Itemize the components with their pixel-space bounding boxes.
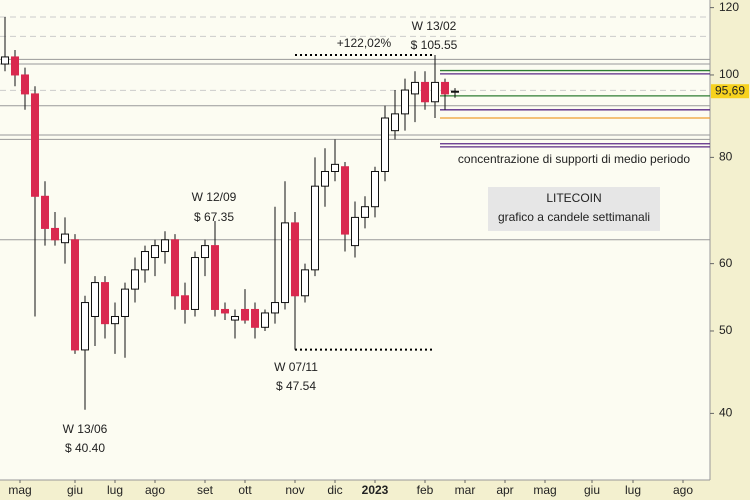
candle-body <box>271 302 279 314</box>
candle-body <box>351 216 359 247</box>
annotation: W 13/06 <box>63 422 108 436</box>
candle-body <box>401 89 409 115</box>
candle-body <box>141 251 149 271</box>
x-tick-label: giu <box>584 483 600 497</box>
annotation: $ 67.35 <box>194 210 234 224</box>
x-tick-label: ott <box>238 483 252 497</box>
x-tick-label: lug <box>107 483 123 497</box>
x-tick-label: dic <box>327 483 342 497</box>
candle-body <box>21 74 29 95</box>
x-tick-label: set <box>197 483 214 497</box>
candle-body <box>411 81 419 95</box>
candle-body <box>131 269 139 290</box>
candle-body <box>211 245 219 310</box>
candle-body <box>201 245 209 259</box>
annotation: +122,02% <box>337 36 392 50</box>
candle-body <box>331 163 339 172</box>
candle-body <box>231 315 239 321</box>
candle-body <box>431 81 439 103</box>
annotation: $ 47.54 <box>276 379 316 393</box>
y-tick-label: 100 <box>719 67 739 81</box>
x-tick-label: ago <box>673 483 693 497</box>
x-tick-label: apr <box>496 483 513 497</box>
annotation: W 13/02 <box>412 19 457 33</box>
candle-body <box>81 302 89 351</box>
candle-body <box>161 239 169 253</box>
candle-body <box>301 269 309 297</box>
candle-body <box>441 81 449 95</box>
y-tick-label: 40 <box>719 406 733 420</box>
x-tick-label: mag <box>533 483 556 497</box>
candle-body <box>381 117 389 172</box>
candle-body <box>421 81 429 103</box>
y-axis-panel <box>710 0 750 500</box>
x-tick-label: ago <box>145 483 165 497</box>
annotation: W 07/11 <box>274 360 318 374</box>
annotation: W 12/09 <box>192 190 237 204</box>
candle-body <box>61 233 69 244</box>
annotation: concentrazione di supporti di medio peri… <box>458 152 690 166</box>
candle-body <box>281 222 289 304</box>
candle-body <box>251 308 259 328</box>
candle-body <box>181 295 189 310</box>
candle-body <box>221 308 229 314</box>
candle-body <box>71 239 79 351</box>
annotation: $ 105.55 <box>411 38 458 52</box>
candle-body <box>451 90 459 93</box>
candle-body <box>1 56 9 65</box>
candle-body <box>11 56 19 76</box>
candle-body <box>31 93 39 197</box>
candle-body <box>51 227 59 241</box>
price-tag-box <box>711 84 749 99</box>
candle-body <box>311 185 319 271</box>
candle-body <box>41 195 49 229</box>
y-tick-label: 120 <box>719 0 739 14</box>
candle-body <box>241 308 249 321</box>
y-tick-label: 60 <box>719 256 733 270</box>
x-axis-panel <box>0 480 710 500</box>
info-box <box>488 187 660 231</box>
candle-body <box>391 113 399 132</box>
info-subtitle: grafico a candele settimanali <box>498 210 650 224</box>
candle-body <box>291 222 299 297</box>
candle-body <box>111 315 119 325</box>
annotation: $ 40.40 <box>65 441 105 455</box>
candle-body <box>191 257 199 310</box>
candle-body <box>321 170 329 187</box>
candle-body <box>121 288 129 317</box>
x-tick-label: mag <box>8 483 31 497</box>
candle-body <box>341 166 349 235</box>
info-title: LITECOIN <box>546 191 601 205</box>
candle-body <box>371 170 379 208</box>
y-tick-label: 80 <box>719 150 733 164</box>
price-tag-label: 95,69 <box>715 83 745 97</box>
candle-body <box>91 282 99 317</box>
candle-body <box>361 206 369 218</box>
x-tick-label: mar <box>455 483 476 497</box>
candle-body <box>261 312 269 328</box>
x-tick-label: lug <box>625 483 641 497</box>
candle-body <box>101 282 109 325</box>
x-tick-label: giu <box>67 483 83 497</box>
y-tick-label: 50 <box>719 323 733 337</box>
x-tick-label: 2023 <box>362 483 389 497</box>
x-tick-label: feb <box>417 483 434 497</box>
candle-body <box>171 239 179 297</box>
candle-body <box>151 245 159 259</box>
x-tick-label: nov <box>285 483 304 497</box>
